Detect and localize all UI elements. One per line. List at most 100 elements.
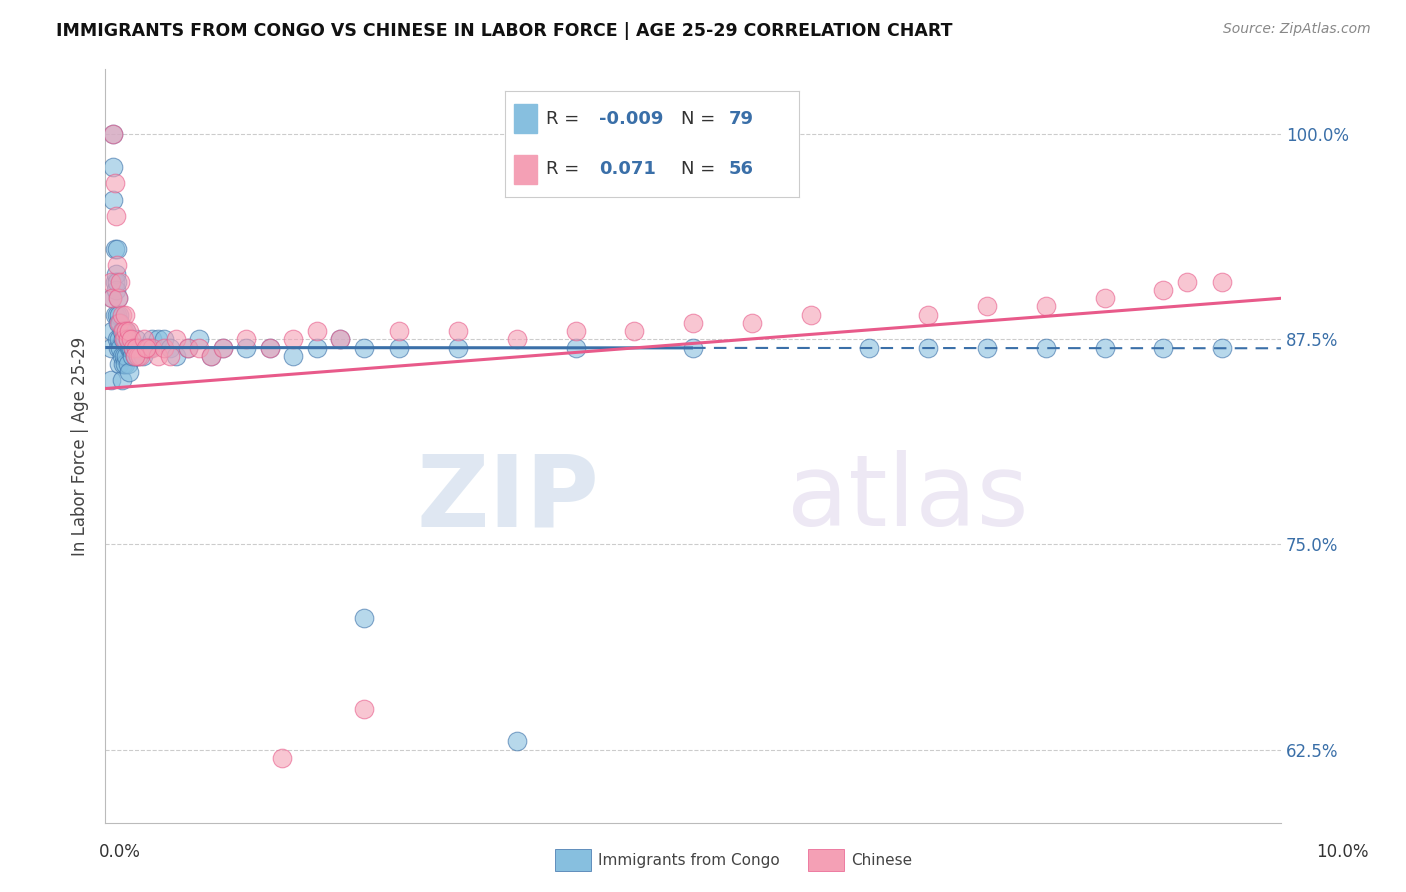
Point — [136, 341, 159, 355]
Point — [917, 308, 939, 322]
Point — [115, 349, 138, 363]
Point — [101, 291, 124, 305]
Point — [129, 341, 152, 355]
Point — [101, 324, 124, 338]
Point — [111, 349, 134, 363]
Point — [682, 316, 704, 330]
Point — [132, 332, 155, 346]
Point — [100, 341, 122, 355]
Point — [112, 349, 135, 363]
Point — [447, 324, 470, 338]
Point — [114, 357, 136, 371]
Point — [100, 275, 122, 289]
Point — [353, 701, 375, 715]
Point — [117, 332, 139, 346]
Point — [104, 242, 127, 256]
Point — [976, 300, 998, 314]
Point — [120, 341, 142, 355]
Y-axis label: In Labor Force | Age 25-29: In Labor Force | Age 25-29 — [72, 336, 89, 556]
Point — [141, 341, 163, 355]
Point — [564, 324, 586, 338]
Point — [741, 316, 763, 330]
Point — [917, 341, 939, 355]
Point — [270, 751, 292, 765]
Point — [114, 308, 136, 322]
Point — [118, 324, 141, 338]
Point — [564, 341, 586, 355]
Point — [107, 291, 129, 305]
Point — [623, 324, 645, 338]
Point — [211, 341, 233, 355]
Point — [112, 324, 135, 338]
Point — [188, 332, 211, 346]
Point — [141, 332, 163, 346]
Point — [103, 127, 125, 141]
Point — [1035, 300, 1057, 314]
Point — [112, 332, 135, 346]
Point — [122, 341, 145, 355]
Point — [129, 349, 152, 363]
Point — [159, 349, 181, 363]
Point — [124, 349, 146, 363]
Point — [132, 349, 155, 363]
Point — [858, 341, 880, 355]
Point — [682, 341, 704, 355]
Point — [105, 332, 128, 346]
Point — [111, 324, 134, 338]
Point — [388, 341, 411, 355]
Point — [283, 332, 305, 346]
Point — [125, 341, 148, 355]
Point — [107, 316, 129, 330]
Point — [329, 332, 352, 346]
Point — [120, 332, 142, 346]
Point — [329, 332, 352, 346]
Point — [135, 341, 157, 355]
Point — [101, 291, 124, 305]
Point — [118, 341, 141, 355]
Point — [800, 308, 823, 322]
Point — [159, 341, 181, 355]
Text: Chinese: Chinese — [851, 854, 911, 868]
Point — [153, 341, 176, 355]
Point — [105, 308, 128, 322]
Point — [1211, 275, 1233, 289]
Point — [111, 332, 134, 346]
Point — [125, 341, 148, 355]
Point — [188, 341, 211, 355]
Point — [127, 349, 149, 363]
Point — [117, 332, 139, 346]
Text: atlas: atlas — [787, 450, 1029, 548]
Point — [200, 349, 222, 363]
Point — [103, 160, 125, 174]
Point — [976, 341, 998, 355]
Point — [176, 341, 198, 355]
Point — [235, 332, 257, 346]
Point — [104, 267, 127, 281]
Point — [135, 341, 157, 355]
Point — [104, 275, 127, 289]
Text: Immigrants from Congo: Immigrants from Congo — [598, 854, 779, 868]
Point — [1094, 291, 1116, 305]
Point — [283, 349, 305, 363]
Point — [103, 193, 125, 207]
Point — [104, 209, 127, 223]
Point — [104, 283, 127, 297]
Point — [110, 316, 132, 330]
Point — [111, 308, 134, 322]
Point — [259, 341, 281, 355]
Point — [1152, 283, 1174, 297]
Text: 0.0%: 0.0% — [98, 843, 141, 861]
Point — [200, 349, 222, 363]
Point — [146, 332, 169, 346]
Point — [305, 324, 328, 338]
Point — [125, 332, 148, 346]
Point — [104, 177, 127, 191]
Point — [118, 365, 141, 379]
Point — [108, 316, 131, 330]
Point — [506, 332, 529, 346]
Point — [1035, 341, 1057, 355]
Point — [506, 734, 529, 748]
Point — [114, 332, 136, 346]
Point — [305, 341, 328, 355]
Point — [447, 341, 470, 355]
